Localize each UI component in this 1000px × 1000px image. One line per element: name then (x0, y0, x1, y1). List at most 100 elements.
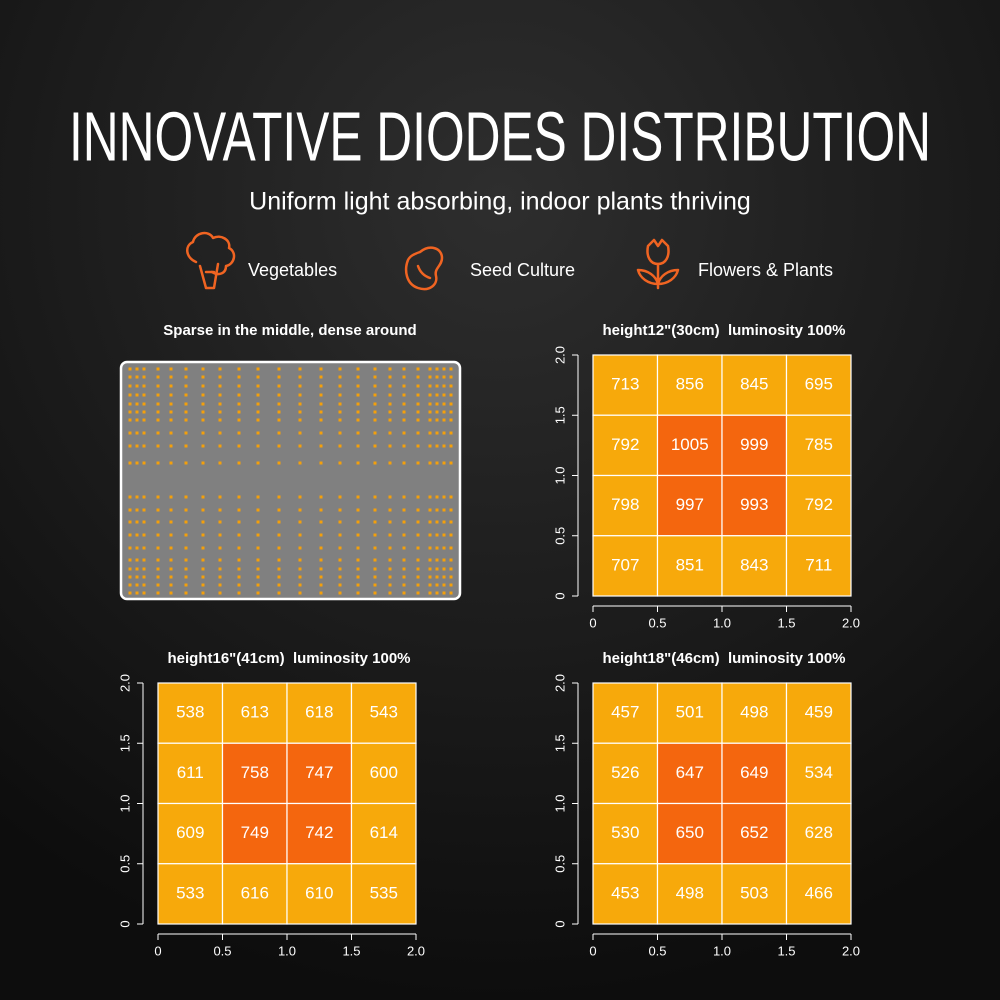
diode (169, 591, 173, 595)
diode (356, 567, 360, 571)
diode (338, 583, 342, 587)
cell-label: 798 (611, 495, 639, 514)
diode-dots (128, 367, 453, 595)
diode (435, 495, 439, 499)
diode (449, 375, 453, 379)
diode (277, 546, 281, 550)
diode (402, 575, 406, 579)
cell-label: 713 (611, 375, 639, 394)
diode (435, 410, 439, 414)
diode (277, 591, 281, 595)
diode (338, 444, 342, 448)
diode (356, 575, 360, 579)
diode (237, 402, 241, 406)
diode (169, 533, 173, 537)
diode (416, 393, 420, 397)
diode (402, 367, 406, 371)
diode (319, 410, 323, 414)
diode (135, 558, 139, 562)
diode (169, 402, 173, 406)
cell-label: 652 (740, 823, 768, 842)
diode (319, 431, 323, 435)
diode (373, 567, 377, 571)
heat-cell (721, 802, 788, 865)
diode (319, 575, 323, 579)
y-tick-label: 0 (117, 920, 132, 927)
diode (373, 444, 377, 448)
diode (373, 418, 377, 422)
diode (256, 444, 260, 448)
diode (135, 533, 139, 537)
diode (402, 410, 406, 414)
cell-label: 695 (805, 375, 833, 394)
diode (277, 495, 281, 499)
diode (402, 461, 406, 465)
diode (402, 558, 406, 562)
cell-label: 600 (370, 763, 398, 782)
heat-cell (656, 682, 723, 744)
diode (218, 575, 222, 579)
diode (356, 431, 360, 435)
diode (218, 583, 222, 587)
diode (442, 384, 446, 388)
diode (388, 367, 392, 371)
diode (156, 367, 160, 371)
flower-icon (636, 238, 680, 290)
diode (277, 558, 281, 562)
diode (201, 375, 205, 379)
diode (416, 444, 420, 448)
cell-label: 498 (676, 883, 704, 902)
diode (298, 444, 302, 448)
diode (142, 520, 146, 524)
diode (135, 384, 139, 388)
diode (373, 384, 377, 388)
heat-cell (656, 535, 723, 597)
diode (201, 567, 205, 571)
diode (428, 431, 432, 435)
diode (338, 461, 342, 465)
diode (201, 461, 205, 465)
diode (218, 431, 222, 435)
diode (442, 444, 446, 448)
diode (338, 495, 342, 499)
diode (156, 384, 160, 388)
diode (373, 508, 377, 512)
diode (402, 533, 406, 537)
diode (298, 520, 302, 524)
diode (184, 444, 188, 448)
diode (256, 558, 260, 562)
diode (298, 575, 302, 579)
heat-cell (656, 354, 723, 416)
x-tick-label: 0 (589, 615, 596, 630)
x-tick-label: 1.0 (278, 943, 296, 958)
diode (256, 546, 260, 550)
feature-label: Vegetables (248, 260, 337, 280)
y-tick-label: 0 (552, 920, 567, 927)
diode (277, 393, 281, 397)
diode (237, 384, 241, 388)
diode (237, 591, 241, 595)
diode (402, 418, 406, 422)
diode (201, 402, 205, 406)
diode (428, 495, 432, 499)
cell-label: 999 (740, 435, 768, 454)
diode (338, 508, 342, 512)
diode (184, 393, 188, 397)
x-tick-label: 0 (154, 943, 161, 958)
diode (128, 375, 132, 379)
diode (128, 418, 132, 422)
diode (218, 567, 222, 571)
diode (298, 431, 302, 435)
diode (237, 431, 241, 435)
diode (428, 575, 432, 579)
diode (135, 410, 139, 414)
diode (298, 384, 302, 388)
heat-cell (221, 682, 288, 744)
diode (442, 431, 446, 435)
diode (388, 533, 392, 537)
heat-cell (721, 474, 788, 537)
diode (428, 567, 432, 571)
heat-cell (592, 682, 659, 744)
diode (135, 546, 139, 550)
heat-cell (157, 802, 224, 865)
